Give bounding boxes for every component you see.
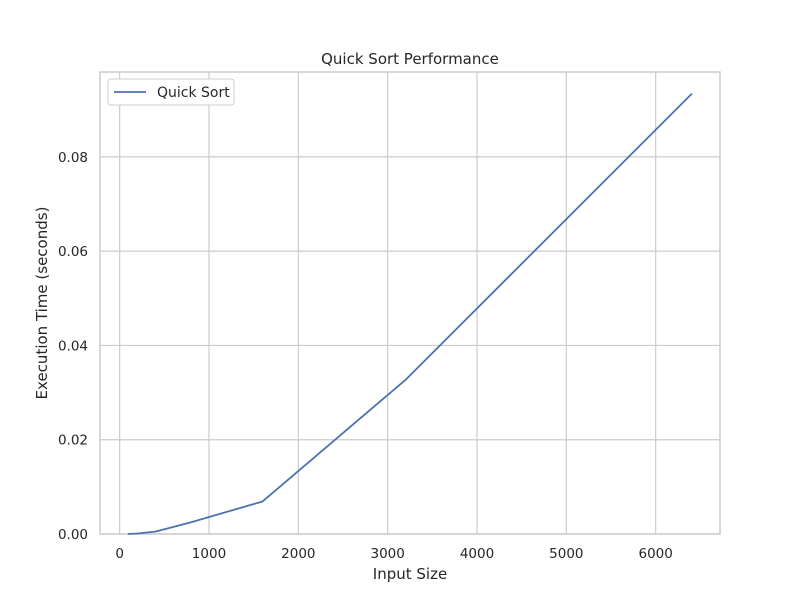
y-tick-label: 0.08 (58, 150, 88, 166)
grid (100, 72, 720, 535)
y-tick-label: 0.00 (58, 527, 88, 543)
data-point (190, 521, 193, 524)
x-tick-label: 5000 (549, 546, 583, 562)
y-tick-label: 0.06 (58, 244, 88, 260)
data-point (404, 378, 407, 381)
x-axis-label: Input Size (373, 565, 447, 583)
legend-label: Quick Sort (157, 85, 230, 101)
x-tick-label: 2000 (281, 546, 315, 562)
plot-area (100, 72, 720, 534)
legend: Quick Sort (107, 78, 235, 106)
x-tick-label: 4000 (460, 546, 494, 562)
y-tick-label: 0.02 (58, 433, 88, 449)
data-point (690, 93, 693, 96)
x-tick-label: 1000 (192, 546, 226, 562)
legend-box (107, 78, 235, 106)
y-axis-label: Execution Time (seconds) (33, 207, 51, 400)
x-tick-label: 6000 (638, 546, 672, 562)
x-tick-labels: 0 1000 2000 3000 4000 5000 6000 (115, 546, 672, 562)
chart-title: Quick Sort Performance (321, 50, 499, 68)
y-tick-label: 0.04 (58, 338, 88, 354)
plot-frame (99, 71, 721, 535)
x-tick-label: 3000 (370, 546, 404, 562)
y-tick-labels: 0.00 0.02 0.04 0.06 0.08 (58, 150, 88, 543)
data-point (261, 500, 264, 503)
x-tick-label: 0 (115, 546, 124, 562)
data-point (154, 530, 157, 533)
series-layer (127, 93, 693, 535)
data-point (127, 533, 130, 535)
data-point (136, 532, 139, 535)
